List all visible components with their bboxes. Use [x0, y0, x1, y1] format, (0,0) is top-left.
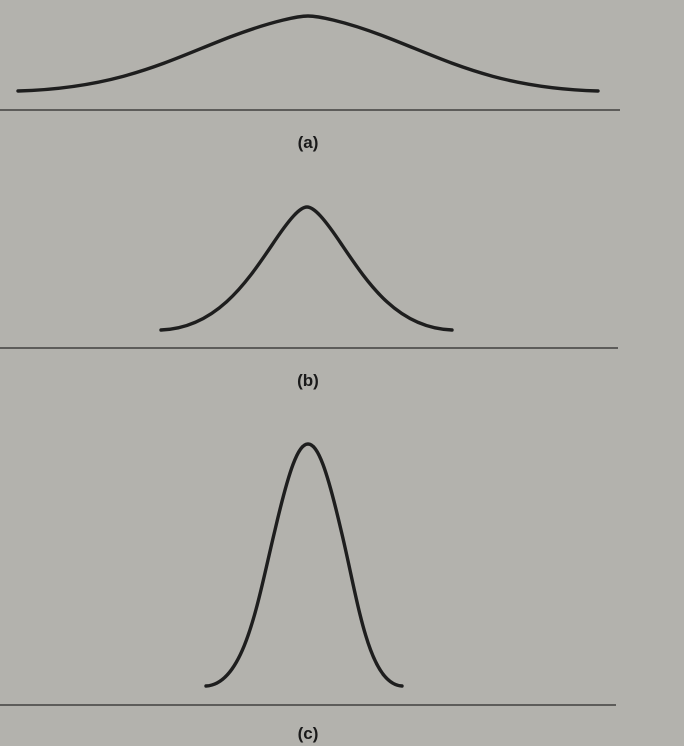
panel-a: (a) [0, 0, 684, 160]
bell-curve-narrow [204, 442, 404, 688]
panel-a-graphic [0, 14, 620, 111]
panel-b-graphic [0, 205, 618, 349]
bell-curve-wide [16, 14, 600, 93]
bell-curve-medium [159, 205, 454, 332]
panel-b-label: (b) [297, 371, 319, 390]
panel-c-label: (c) [297, 724, 319, 743]
panel-b: (b) [0, 205, 618, 390]
panel-a-label: (a) [297, 133, 319, 152]
